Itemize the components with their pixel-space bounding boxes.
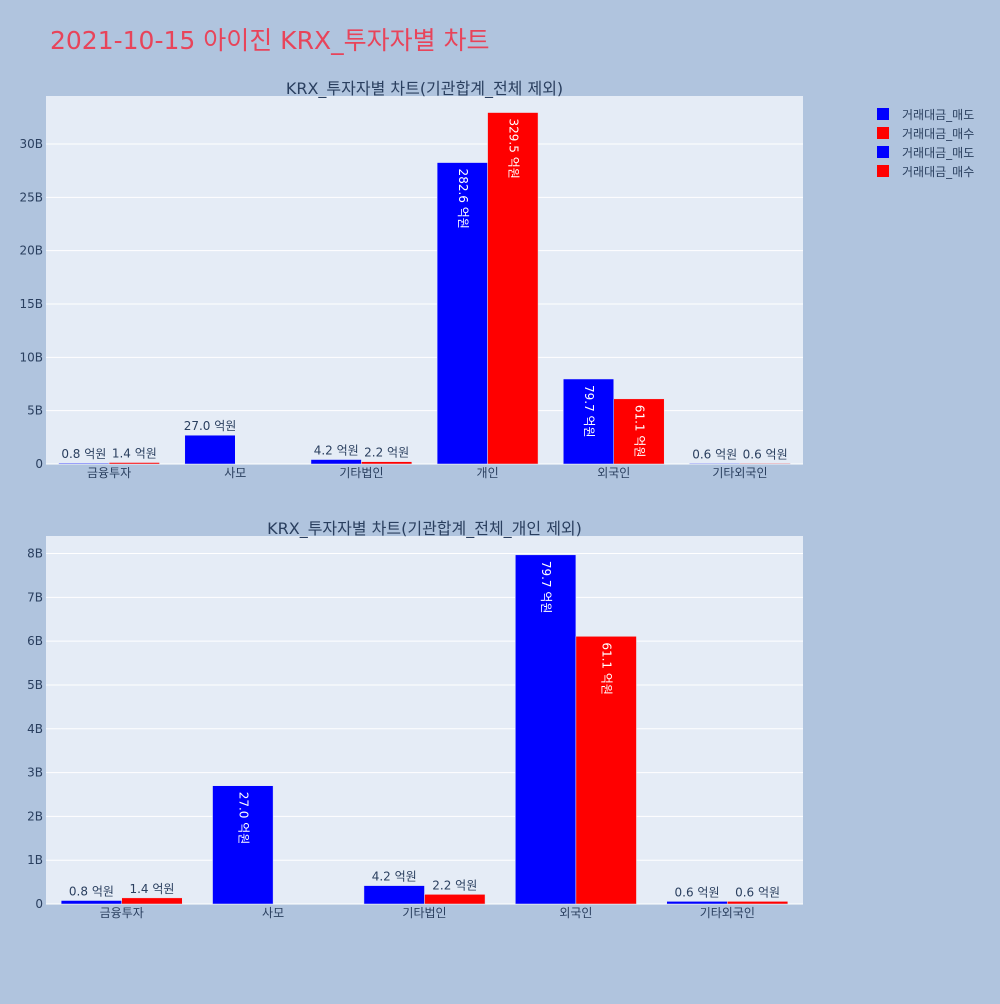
bar-data-label: 61.1 억원: [600, 642, 614, 695]
bar-data-label: 0.6 억원: [692, 447, 737, 461]
bar[interactable]: [424, 894, 486, 905]
x-tick-label: 기타외국인: [700, 906, 755, 920]
bar[interactable]: [184, 434, 236, 465]
bar-data-label: 4.2 억원: [314, 444, 359, 458]
bar[interactable]: [212, 785, 274, 905]
bar-data-label: 0.8 억원: [69, 884, 114, 898]
y-tick-label: 5B: [27, 404, 43, 418]
x-tick-label: 사모: [224, 466, 246, 480]
bar-data-label: 27.0 억원: [236, 792, 250, 845]
bar-data-label: 61.1 억원: [632, 405, 646, 458]
bar[interactable]: [310, 459, 362, 465]
x-tick-label: 기타법인: [339, 466, 383, 480]
legend-item[interactable]: 거래대금_매도: [877, 108, 974, 122]
bar-data-label: 79.7 억원: [582, 385, 596, 438]
y-tick-label: 20B: [19, 244, 43, 258]
bar[interactable]: [60, 900, 122, 905]
y-tick-label: 7B: [27, 590, 43, 604]
legend-swatch: [877, 108, 889, 120]
legend-swatch: [877, 146, 889, 158]
bar-data-label: 4.2 억원: [372, 870, 417, 884]
subplot-title: KRX_투자자별 차트(기관합계_전체_개인 제외): [267, 519, 582, 539]
subplot-title: KRX_투자자별 차트(기관합계_전체 제외): [286, 79, 563, 99]
y-tick-label: 1B: [27, 853, 43, 867]
x-tick-label: 외국인: [597, 466, 630, 480]
y-tick-label: 6B: [27, 634, 43, 648]
bar[interactable]: [121, 897, 183, 905]
legend-swatch: [877, 165, 889, 177]
bar[interactable]: [58, 462, 110, 465]
y-tick-label: 8B: [27, 547, 43, 561]
bar-data-label: 2.2 억원: [432, 878, 477, 892]
bar[interactable]: [436, 162, 488, 465]
bar[interactable]: [563, 378, 614, 465]
bar-data-label: 282.6 억원: [456, 169, 470, 229]
bar[interactable]: [666, 901, 728, 905]
y-tick-label: 2B: [27, 809, 43, 823]
y-tick-label: 5B: [27, 678, 43, 692]
bar[interactable]: [689, 463, 741, 465]
bar-data-label: 329.5 억원: [506, 119, 520, 179]
x-tick-label: 금융투자: [87, 466, 131, 480]
x-tick-label: 기타법인: [402, 906, 446, 920]
bar-data-label: 1.4 억원: [112, 447, 157, 461]
bar[interactable]: [727, 901, 789, 905]
y-tick-label: 10B: [19, 350, 43, 364]
x-tick-label: 외국인: [559, 906, 592, 920]
bar-data-label: 0.6 억원: [743, 447, 788, 461]
legend-item[interactable]: 거래대금_매수: [877, 165, 974, 179]
bar-data-label: 0.6 억원: [735, 885, 780, 899]
x-tick-label: 기타외국인: [712, 466, 767, 480]
plot-area: [46, 96, 803, 464]
legend-label: 거래대금_매수: [902, 127, 974, 141]
bar[interactable]: [515, 554, 577, 905]
bar[interactable]: [487, 112, 539, 465]
bar-data-label: 0.8 억원: [61, 447, 106, 461]
y-tick-label: 3B: [27, 766, 43, 780]
y-tick-label: 0: [35, 897, 43, 911]
x-tick-label: 금융투자: [100, 906, 144, 920]
x-tick-label: 개인: [477, 466, 499, 480]
legend-item[interactable]: 거래대금_매도: [877, 146, 974, 160]
y-tick-label: 0: [35, 457, 43, 471]
legend-label: 거래대금_매수: [902, 165, 974, 179]
legend-item[interactable]: 거래대금_매수: [877, 127, 974, 141]
bar-data-label: 27.0 억원: [184, 419, 237, 433]
y-tick-label: 4B: [27, 722, 43, 736]
legend-swatch: [877, 127, 889, 139]
y-tick-label: 30B: [19, 137, 43, 151]
bar[interactable]: [108, 462, 160, 465]
subplot-1: 0 5B 10B 15B 20B 25B 30B KRX_투자자별 차트(기관합계_전체 제외…: [19, 79, 803, 480]
subplot-2: 0 1B 2B 3B 4B 5B 6B 7B 8B KRX_투자자별 차트(기관합계_전체_개인 …: [27, 519, 803, 920]
y-tick-label: 15B: [19, 297, 43, 311]
bar[interactable]: [613, 398, 665, 465]
legend-label: 거래대금_매도: [902, 108, 974, 122]
bar-data-label: 79.7 억원: [539, 561, 553, 614]
y-tick-label: 25B: [19, 190, 43, 204]
legend-label: 거래대금_매도: [902, 146, 974, 160]
bar[interactable]: [575, 636, 637, 905]
bar[interactable]: [363, 885, 425, 905]
bar-data-label: 2.2 억원: [364, 446, 409, 460]
plot-area: [46, 536, 803, 904]
bar[interactable]: [739, 463, 791, 465]
bar-data-label: 0.6 억원: [675, 885, 720, 899]
x-tick-label: 사모: [262, 906, 284, 920]
page-title: 2021-10-15 아이진 KRX_투자자별 차트: [50, 26, 490, 55]
bar[interactable]: [361, 461, 413, 465]
bar-data-label: 1.4 억원: [129, 882, 174, 896]
